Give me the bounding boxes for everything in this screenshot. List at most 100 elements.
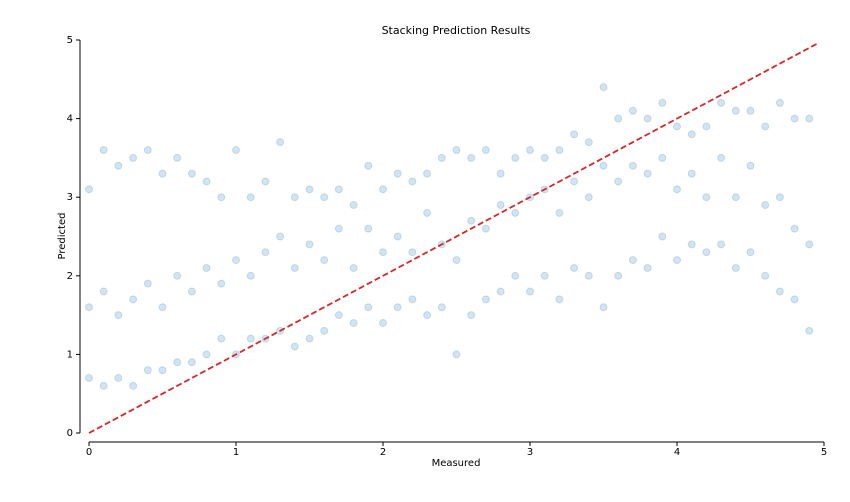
point: [526, 287, 534, 296]
point: [805, 114, 814, 123]
point: [305, 334, 314, 343]
point: [276, 138, 285, 147]
point: [364, 303, 373, 312]
point: [305, 240, 314, 249]
point: [555, 146, 564, 155]
point: [408, 248, 417, 257]
point: [687, 169, 696, 178]
point: [408, 177, 417, 186]
point: [290, 263, 299, 272]
point: [349, 263, 358, 272]
x-tick-label: 4: [674, 447, 680, 458]
point: [423, 311, 432, 320]
x-tick-label: 1: [233, 447, 239, 458]
point: [276, 232, 285, 241]
point: [290, 193, 299, 202]
point: [731, 106, 740, 115]
point: [85, 373, 93, 382]
point: [658, 232, 667, 241]
point: [437, 153, 446, 162]
point: [746, 106, 755, 115]
point: [584, 193, 593, 202]
point: [158, 366, 167, 375]
point: [511, 208, 520, 217]
x-tick-label: 0: [86, 447, 92, 458]
y-tick-label: 5: [67, 35, 73, 46]
point: [379, 318, 387, 327]
point: [496, 169, 505, 178]
point: [790, 224, 799, 233]
point: [761, 201, 770, 210]
point: [584, 138, 593, 147]
x-tick-label: 5: [821, 447, 827, 458]
point: [687, 240, 696, 249]
point: [187, 169, 196, 178]
point: [599, 83, 608, 92]
point: [173, 271, 182, 280]
point: [114, 311, 123, 320]
point: [423, 208, 432, 217]
point: [290, 342, 299, 351]
point: [85, 185, 93, 194]
point: [599, 161, 608, 170]
point: [599, 303, 608, 312]
point: [99, 381, 108, 390]
point: [232, 256, 240, 265]
point: [143, 279, 152, 288]
chart-title: Stacking Prediction Results: [382, 24, 531, 37]
point: [143, 366, 152, 375]
point: [246, 193, 255, 202]
point: [643, 114, 652, 123]
point: [320, 326, 329, 335]
point: [673, 122, 681, 131]
point: [246, 334, 255, 343]
point: [584, 271, 593, 280]
point: [187, 358, 196, 367]
point: [99, 146, 108, 155]
point: [540, 271, 549, 280]
point: [364, 224, 373, 233]
point: [496, 201, 505, 210]
point: [467, 216, 476, 225]
point: [320, 256, 329, 265]
point: [717, 98, 726, 107]
point: [540, 153, 549, 162]
point: [775, 98, 784, 107]
point: [746, 161, 755, 170]
point: [496, 287, 505, 296]
point: [334, 311, 343, 320]
y-tick-label: 4: [67, 114, 73, 125]
point: [452, 256, 461, 265]
x-tick-label: 2: [380, 447, 386, 458]
point: [614, 114, 623, 123]
point: [805, 240, 814, 249]
point: [673, 185, 681, 194]
y-tick-label: 3: [67, 192, 73, 203]
point: [452, 350, 461, 359]
point: [643, 263, 652, 272]
point: [423, 169, 432, 178]
point: [702, 122, 711, 131]
point: [673, 256, 681, 265]
point: [173, 358, 182, 367]
reference-line: [88, 43, 818, 434]
point: [334, 224, 343, 233]
point: [129, 295, 138, 304]
point: [437, 303, 446, 312]
point: [217, 279, 226, 288]
x-tick-label: 3: [527, 447, 533, 458]
point: [158, 303, 167, 312]
point: [129, 381, 138, 390]
point: [481, 224, 490, 233]
point: [805, 326, 814, 335]
point: [614, 271, 623, 280]
point: [658, 98, 667, 107]
point: [261, 248, 270, 257]
point: [187, 287, 196, 296]
point: [99, 287, 108, 296]
point: [217, 193, 226, 202]
point: [349, 201, 358, 210]
point: [746, 248, 755, 257]
point: [393, 303, 402, 312]
point: [628, 106, 637, 115]
